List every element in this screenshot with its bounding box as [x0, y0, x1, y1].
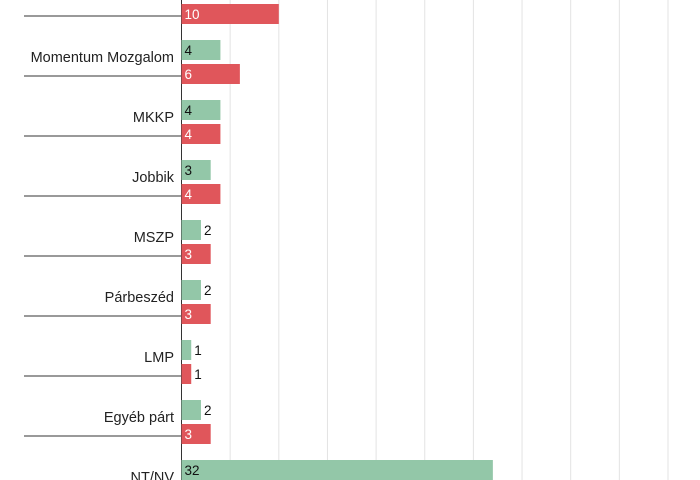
bar-red — [181, 244, 211, 264]
value-label: 6 — [185, 67, 193, 82]
bar-red — [181, 184, 221, 204]
bar-red — [181, 64, 240, 84]
value-label: 1 — [194, 367, 202, 382]
category-label: Egyéb párt — [104, 410, 174, 426]
value-label: 2 — [204, 223, 212, 238]
bar-red — [181, 124, 221, 144]
category-label: MSZP — [134, 230, 174, 246]
value-label: 1 — [194, 343, 202, 358]
value-label: 4 — [185, 43, 193, 58]
value-label: 3 — [185, 427, 193, 442]
value-label: 3 — [185, 163, 193, 178]
value-label: 4 — [185, 127, 193, 142]
category-label: LMP — [144, 350, 174, 366]
bar-green — [181, 100, 221, 120]
category-label: NT/NV — [131, 470, 175, 480]
category-label: Jobbik — [132, 170, 175, 186]
bar-green — [181, 340, 192, 360]
bar-red — [181, 364, 192, 384]
bar-green — [181, 40, 221, 60]
grid-lines — [229, 0, 669, 480]
bar-red — [181, 424, 211, 444]
bar-red — [181, 4, 279, 24]
bar-green — [181, 160, 211, 180]
category-label: Párbeszéd — [105, 290, 174, 306]
value-label: 3 — [185, 307, 193, 322]
category-label: Momentum Mozgalom — [31, 50, 174, 66]
bar-green — [181, 280, 201, 300]
category-label: MKKP — [133, 110, 174, 126]
value-label: 10 — [185, 7, 200, 22]
bar-red — [181, 304, 211, 324]
bar-green — [181, 460, 493, 480]
bar-green — [181, 220, 201, 240]
value-label: 2 — [204, 283, 212, 298]
value-label: 3 — [185, 247, 193, 262]
bars — [181, 4, 493, 480]
value-label: 2 — [204, 403, 212, 418]
value-label: 4 — [185, 187, 193, 202]
value-label: 32 — [185, 463, 200, 478]
bar-green — [181, 400, 201, 420]
value-label: 4 — [185, 103, 193, 118]
category-labels: Momentum Mozgalom MKKP Jobbik MSZP Párbeszéd… — [31, 50, 175, 480]
